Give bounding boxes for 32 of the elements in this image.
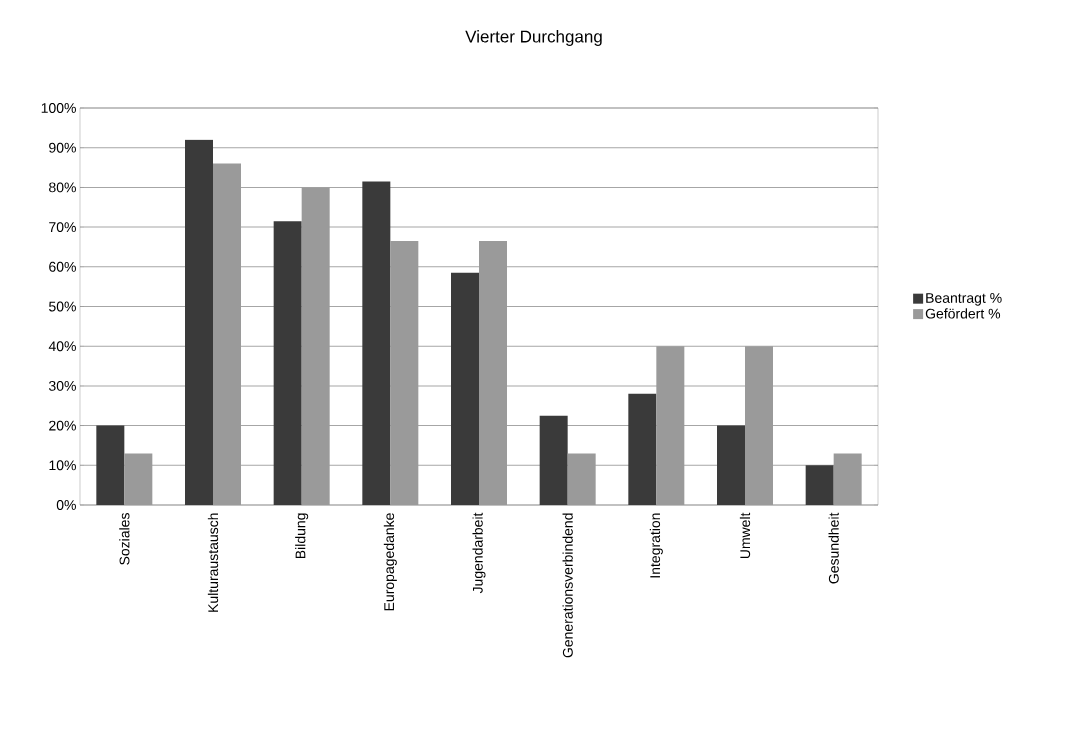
x-tick-label: Europagedanke	[383, 513, 397, 611]
y-tick-label: 20%	[49, 420, 76, 431]
bar	[362, 181, 391, 505]
y-tick-label: 10%	[49, 460, 76, 471]
x-tick-label: Generationsverbindend	[562, 513, 573, 658]
bar	[717, 425, 745, 505]
y-tick-label: 0%	[56, 500, 76, 510]
x-tick-label: Gesundheit	[828, 512, 839, 584]
y-tick-label: 50%	[49, 301, 76, 312]
y-tick-label: 40%	[48, 341, 76, 352]
x-tick-label: Jugendarbeit	[472, 512, 486, 594]
x-tick-label: Bildung	[295, 513, 309, 559]
x-tick-label: Umwelt	[739, 512, 751, 559]
y-tick-label: 30%	[48, 380, 76, 391]
legend-label: Gefördert %	[925, 308, 1001, 319]
bar	[185, 139, 213, 505]
bar	[96, 425, 125, 505]
bar	[273, 221, 302, 505]
y-tick-label: 80%	[49, 182, 76, 193]
y-tick-label: 70%	[49, 222, 76, 233]
bar	[539, 415, 568, 505]
legend-label: Beantragt %	[926, 293, 1002, 306]
y-tick-label: 90%	[49, 142, 76, 153]
bar	[451, 272, 479, 505]
y-tick-label: 100%	[41, 103, 76, 113]
x-tick-label: Kulturaustausch	[207, 513, 219, 612]
bar	[805, 465, 834, 505]
x-tick-label: Soziales	[119, 513, 130, 565]
chart-title: Vierter Durchgang	[465, 30, 602, 46]
bar	[628, 393, 657, 505]
y-tick-label: 60%	[49, 261, 76, 272]
x-tick-label: Integration	[649, 513, 663, 578]
